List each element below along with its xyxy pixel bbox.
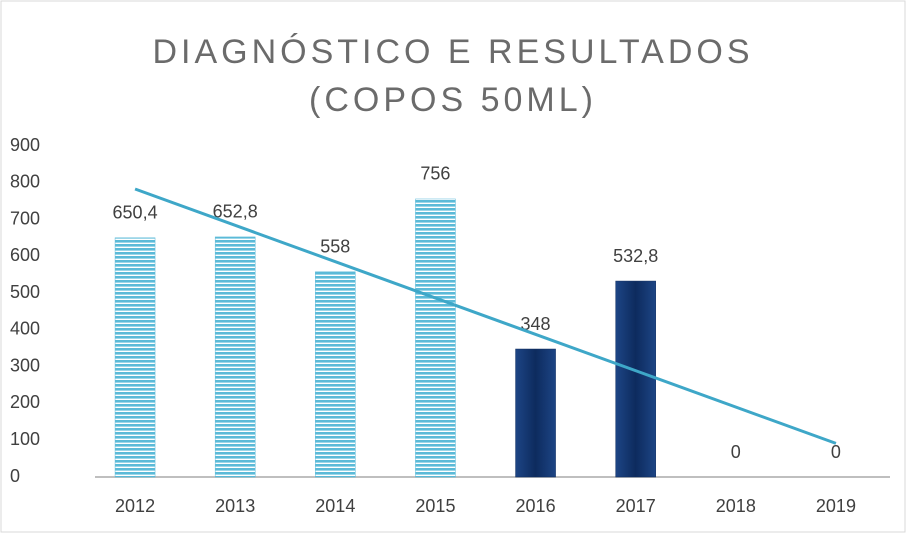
x-tick-label: 2015 bbox=[415, 496, 455, 516]
data-label: 0 bbox=[831, 442, 841, 462]
data-label: 0 bbox=[731, 442, 741, 462]
y-tick-label: 800 bbox=[10, 172, 40, 192]
data-label: 652,8 bbox=[213, 202, 258, 222]
y-tick-label: 100 bbox=[10, 429, 40, 449]
bar bbox=[315, 271, 356, 478]
y-tick-label: 900 bbox=[10, 135, 40, 155]
x-tick-label: 2018 bbox=[716, 496, 756, 516]
x-tick-label: 2016 bbox=[516, 496, 556, 516]
y-tick-label: 700 bbox=[10, 208, 40, 228]
bar bbox=[214, 236, 256, 478]
bar bbox=[415, 198, 456, 478]
y-tick-label: 300 bbox=[10, 355, 40, 375]
chart-title: DIAGNÓSTICO E RESULTADOS (COPOS 50ML) bbox=[152, 33, 754, 119]
data-label: 532,8 bbox=[613, 246, 658, 266]
y-tick-label: 0 bbox=[10, 466, 20, 486]
x-tick-label: 2012 bbox=[115, 496, 155, 516]
x-tick-label: 2014 bbox=[315, 496, 355, 516]
y-tick-label: 500 bbox=[10, 282, 40, 302]
data-label: 650,4 bbox=[113, 203, 158, 223]
bar bbox=[615, 280, 656, 478]
bar bbox=[515, 348, 556, 478]
y-tick-label: 400 bbox=[10, 319, 40, 339]
x-tick-label: 2017 bbox=[616, 496, 656, 516]
x-tick-label: 2019 bbox=[816, 496, 856, 516]
trendline bbox=[134, 187, 837, 445]
data-label: 558 bbox=[320, 237, 350, 257]
y-tick-label: 600 bbox=[10, 245, 40, 265]
y-tick-label: 200 bbox=[10, 392, 40, 412]
data-label: 348 bbox=[521, 314, 551, 334]
data-label: 756 bbox=[420, 164, 450, 184]
bar bbox=[114, 237, 156, 478]
x-tick-label: 2013 bbox=[215, 496, 255, 516]
